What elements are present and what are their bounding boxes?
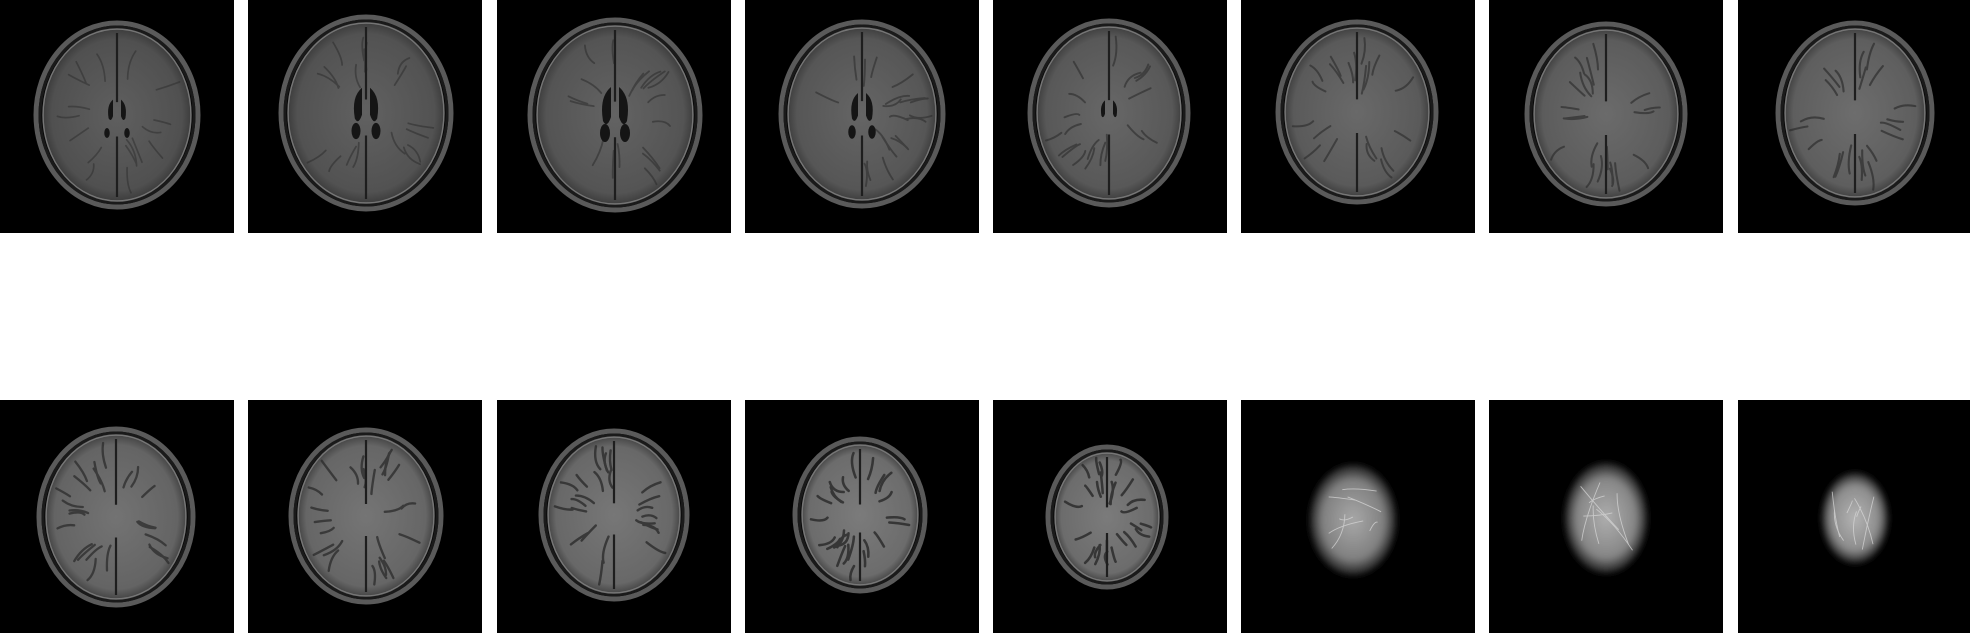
mri-slice-image bbox=[745, 0, 979, 233]
mri-slice-image bbox=[1241, 0, 1475, 233]
mri-slice-9 bbox=[0, 400, 234, 633]
mri-slice-4 bbox=[745, 0, 979, 233]
mri-slice-image bbox=[0, 400, 234, 633]
mri-slice-8 bbox=[1738, 0, 1970, 233]
mri-slice-2 bbox=[248, 0, 482, 233]
mri-slice-15 bbox=[1489, 400, 1723, 633]
mri-slice-image bbox=[993, 0, 1227, 233]
slice-row-bottom bbox=[0, 400, 1970, 633]
mri-slice-16 bbox=[1738, 400, 1970, 633]
mri-slice-image bbox=[745, 400, 979, 633]
mri-slice-12 bbox=[745, 400, 979, 633]
mri-slice-5 bbox=[993, 0, 1227, 233]
mri-slice-14 bbox=[1241, 400, 1475, 633]
mri-slice-1 bbox=[0, 0, 234, 233]
mri-slice-11 bbox=[497, 400, 731, 633]
mri-slice-image bbox=[248, 0, 482, 233]
mri-slice-image bbox=[0, 0, 234, 233]
mri-slice-3 bbox=[497, 0, 731, 233]
mri-slice-image bbox=[497, 0, 731, 233]
mri-slice-image bbox=[993, 400, 1227, 633]
mri-slice-7 bbox=[1489, 0, 1723, 233]
mri-slice-13 bbox=[993, 400, 1227, 633]
mri-slice-image bbox=[1489, 400, 1723, 633]
slice-row-top bbox=[0, 0, 1970, 233]
mri-slice-image bbox=[1738, 400, 1970, 633]
mri-slice-image bbox=[248, 400, 482, 633]
mri-slice-image bbox=[1241, 400, 1475, 633]
mri-slice-image bbox=[497, 400, 731, 633]
mri-slice-10 bbox=[248, 400, 482, 633]
mri-slice-image bbox=[1489, 0, 1723, 233]
mri-slice-image bbox=[1738, 0, 1970, 233]
mri-slice-6 bbox=[1241, 0, 1475, 233]
